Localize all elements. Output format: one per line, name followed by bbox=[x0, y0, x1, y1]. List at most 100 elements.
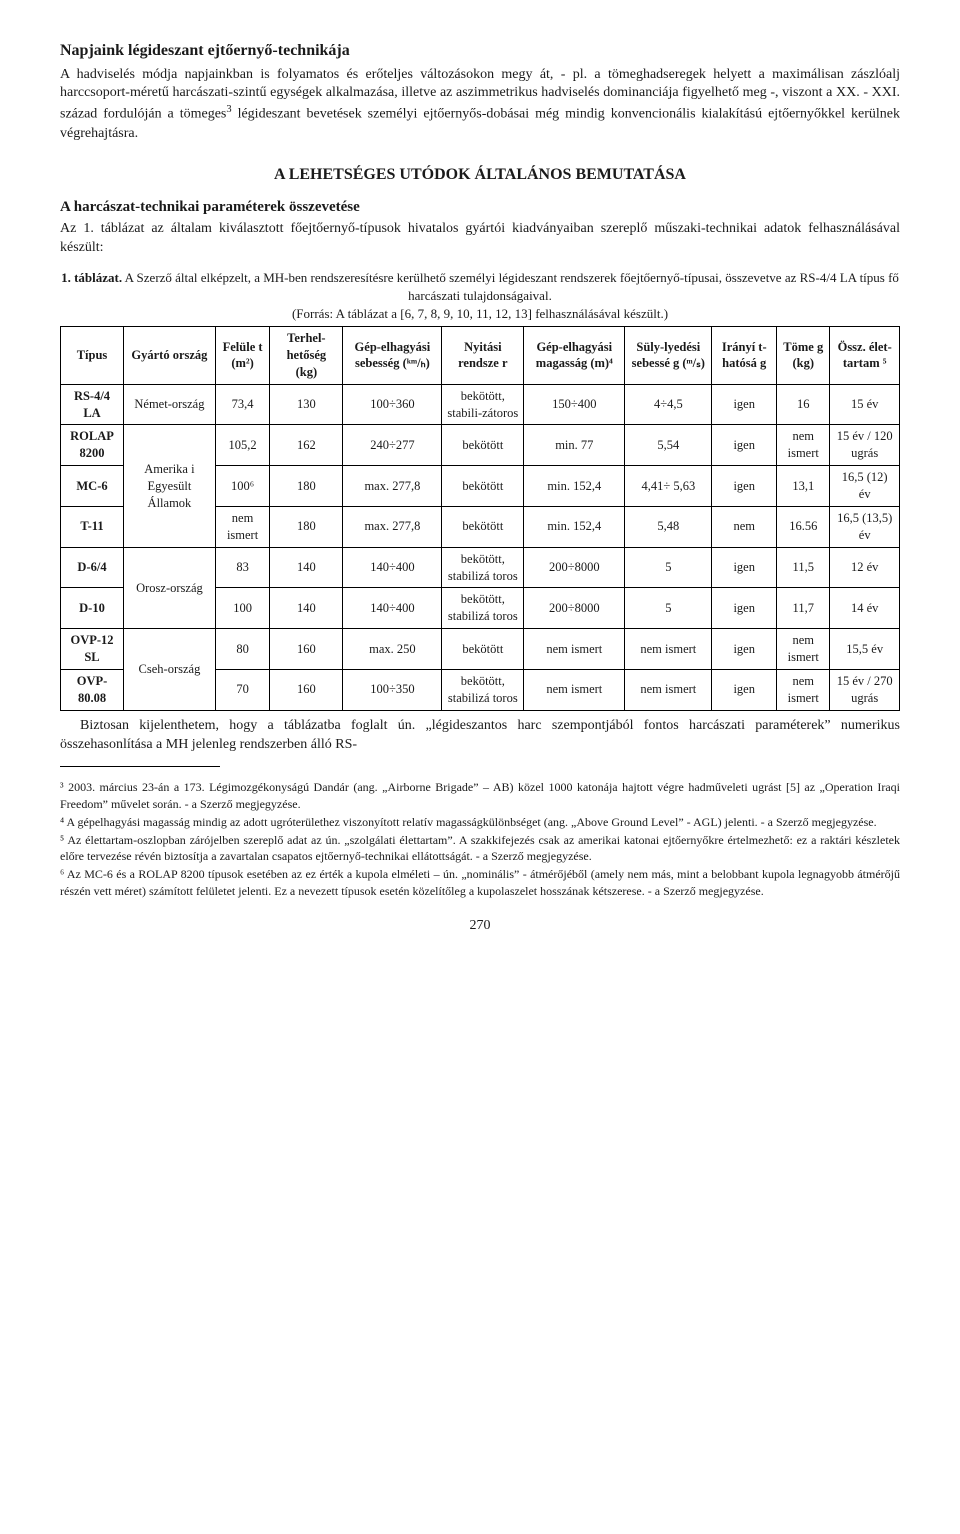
cell: 16.56 bbox=[777, 506, 830, 547]
cell-orszag-usa: Amerika i Egyesült Államok bbox=[124, 425, 216, 547]
cell: 100 bbox=[215, 588, 269, 629]
cell: 5 bbox=[625, 547, 712, 588]
cell: 16,5 (13,5) év bbox=[830, 506, 900, 547]
cell: min. 77 bbox=[524, 425, 625, 466]
lead-paragraph: Az 1. táblázat az általam kiválasztott f… bbox=[60, 220, 900, 258]
cell: bekötött, stabilizá toros bbox=[442, 588, 524, 629]
caption-line2: (Forrás: A táblázat a [6, 7, 8, 9, 10, 1… bbox=[292, 306, 668, 321]
cell: 100÷360 bbox=[343, 384, 442, 425]
col-magassag: Gép-elhagyási magasság (m)⁴ bbox=[524, 327, 625, 385]
cell: bekötött bbox=[442, 466, 524, 507]
cell-tipus: OVP-12 SL bbox=[61, 629, 124, 670]
cell: 16,5 (12) év bbox=[830, 466, 900, 507]
cell: nem ismert bbox=[524, 629, 625, 670]
cell: nem ismert bbox=[777, 669, 830, 710]
col-sebesseg: Gép-elhagyási sebesség (ᵏᵐ/ₕ) bbox=[343, 327, 442, 385]
cell: bekötött, stabili-zátoros bbox=[442, 384, 524, 425]
cell: nem ismert bbox=[625, 629, 712, 670]
cell: 80 bbox=[215, 629, 269, 670]
cell: 5,54 bbox=[625, 425, 712, 466]
cell-orszag-russia: Orosz-ország bbox=[124, 547, 216, 629]
table-row: OVP-12 SL Cseh-ország 80 160 max. 250 be… bbox=[61, 629, 900, 670]
cell-orszag: Német-ország bbox=[124, 384, 216, 425]
cell: 13,1 bbox=[777, 466, 830, 507]
cell: 200÷8000 bbox=[524, 547, 625, 588]
cell: 5,48 bbox=[625, 506, 712, 547]
cell: 180 bbox=[270, 466, 343, 507]
table-row: D-6/4 Orosz-ország 83 140 140÷400 bekötö… bbox=[61, 547, 900, 588]
cell: 100÷350 bbox=[343, 669, 442, 710]
col-nyitas: Nyitási rendsze r bbox=[442, 327, 524, 385]
cell: nem ismert bbox=[625, 669, 712, 710]
footnote-separator bbox=[60, 766, 220, 767]
cell-tipus: OVP-80.08 bbox=[61, 669, 124, 710]
cell: bekötött, stabilizá toros bbox=[442, 669, 524, 710]
cell: 15 év / 120 ugrás bbox=[830, 425, 900, 466]
cell: igen bbox=[712, 588, 777, 629]
footnotes: ³ 2003. március 23-án a 173. Légimozgéko… bbox=[60, 779, 900, 898]
cell: igen bbox=[712, 629, 777, 670]
col-elettartam: Össz. élet-tartam ⁵ bbox=[830, 327, 900, 385]
caption-bold: 1. táblázat. bbox=[61, 270, 122, 285]
cell: 11,7 bbox=[777, 588, 830, 629]
cell: 70 bbox=[215, 669, 269, 710]
col-tipus: Típus bbox=[61, 327, 124, 385]
cell-tipus: RS-4/4 LA bbox=[61, 384, 124, 425]
cell: max. 277,8 bbox=[343, 466, 442, 507]
cell: 11,5 bbox=[777, 547, 830, 588]
cell: 200÷8000 bbox=[524, 588, 625, 629]
center-heading: A LEHETSÉGES UTÓDOK ÁLTALÁNOS BEMUTATÁSA bbox=[60, 164, 900, 186]
col-sulyed: Süly-lyedési sebessé g (ᵐ/ₛ) bbox=[625, 327, 712, 385]
cell: 4,41÷ 5,63 bbox=[625, 466, 712, 507]
cell: 140÷400 bbox=[343, 547, 442, 588]
cell: 16 bbox=[777, 384, 830, 425]
cell: min. 152,4 bbox=[524, 506, 625, 547]
main-table: Típus Gyártó ország Felüle t (m²) Terhel… bbox=[60, 326, 900, 711]
cell: max. 250 bbox=[343, 629, 442, 670]
footnote-3: ³ 2003. március 23-án a 173. Légimozgéko… bbox=[60, 779, 900, 811]
cell: 15 év bbox=[830, 384, 900, 425]
cell-tipus: ROLAP 8200 bbox=[61, 425, 124, 466]
cell-tipus: D-6/4 bbox=[61, 547, 124, 588]
cell: 180 bbox=[270, 506, 343, 547]
cell: 162 bbox=[270, 425, 343, 466]
cell: 15 év / 270 ugrás bbox=[830, 669, 900, 710]
cell: 140÷400 bbox=[343, 588, 442, 629]
cell: nem ismert bbox=[777, 629, 830, 670]
caption-rest: A Szerző által elképzelt, a MH-ben rends… bbox=[122, 270, 899, 303]
cell: 12 év bbox=[830, 547, 900, 588]
subheading: A harcászat-technikai paraméterek összev… bbox=[60, 197, 900, 217]
cell: 4÷4,5 bbox=[625, 384, 712, 425]
cell: 73,4 bbox=[215, 384, 269, 425]
cell: 240÷277 bbox=[343, 425, 442, 466]
cell-tipus: MC-6 bbox=[61, 466, 124, 507]
cell-tipus: T-11 bbox=[61, 506, 124, 547]
cell: nem ismert bbox=[215, 506, 269, 547]
cell: igen bbox=[712, 384, 777, 425]
cell: nem bbox=[712, 506, 777, 547]
cell: 160 bbox=[270, 629, 343, 670]
cell: bekötött bbox=[442, 506, 524, 547]
footnote-4: ⁴ A gépelhagyási magasság mindig az adot… bbox=[60, 814, 900, 830]
cell: igen bbox=[712, 547, 777, 588]
intro-paragraph: A hadviselés módja napjainkban is folyam… bbox=[60, 66, 900, 144]
cell: 15,5 év bbox=[830, 629, 900, 670]
page-number: 270 bbox=[60, 917, 900, 936]
cell: max. 277,8 bbox=[343, 506, 442, 547]
cell: 83 bbox=[215, 547, 269, 588]
cell: 105,2 bbox=[215, 425, 269, 466]
post-table-paragraph: Biztosan kijelenthetem, hogy a táblázatb… bbox=[60, 717, 900, 755]
cell: 140 bbox=[270, 547, 343, 588]
cell: igen bbox=[712, 466, 777, 507]
col-tomeg: Töme g (kg) bbox=[777, 327, 830, 385]
cell: nem ismert bbox=[524, 669, 625, 710]
header-row: Típus Gyártó ország Felüle t (m²) Terhel… bbox=[61, 327, 900, 385]
cell: bekötött, stabilizá toros bbox=[442, 547, 524, 588]
table-row: RS-4/4 LA Német-ország 73,4 130 100÷360 … bbox=[61, 384, 900, 425]
cell: 160 bbox=[270, 669, 343, 710]
cell: bekötött bbox=[442, 425, 524, 466]
cell: bekötött bbox=[442, 629, 524, 670]
cell: 150÷400 bbox=[524, 384, 625, 425]
section-title: Napjaink légideszant ejtőernyő-technikáj… bbox=[60, 40, 900, 62]
col-terhel: Terhel-hetőség (kg) bbox=[270, 327, 343, 385]
